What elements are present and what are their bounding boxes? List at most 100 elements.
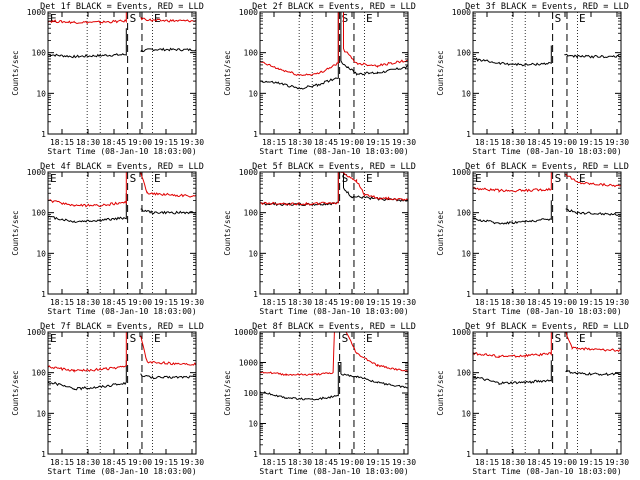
marker-label: S — [130, 12, 137, 25]
x-tick-label: 18:30 — [76, 298, 100, 307]
y-tick-label: 10000 — [234, 328, 258, 337]
x-tick-label: 18:30 — [501, 458, 525, 467]
series-group — [260, 172, 408, 207]
y-tick-label: 1000 — [239, 359, 258, 368]
marker-label: S — [342, 12, 349, 25]
series-line-lld — [473, 172, 621, 193]
x-tick-label: 19:00 — [553, 138, 577, 147]
y-axis-label: Counts/sec — [436, 370, 445, 415]
plot-frame — [259, 11, 409, 135]
x-tick-label: 19:15 — [154, 138, 178, 147]
y-tick-label: 100 — [244, 209, 259, 218]
panel-title: Det 9f BLACK = Events, RED = LLD — [465, 322, 629, 332]
x-tick-label: 19:15 — [366, 138, 390, 147]
plot-frame — [47, 331, 197, 455]
marker-label: E — [154, 12, 161, 25]
series-group — [473, 332, 621, 386]
x-tick-label: 19:30 — [180, 458, 204, 467]
marker-label: E — [579, 12, 586, 25]
y-tick-label: 1000 — [27, 168, 46, 177]
x-tick-label: 18:15 — [475, 458, 499, 467]
y-tick-label: 1 — [253, 290, 258, 299]
y-tick-label: 1000 — [27, 8, 46, 17]
y-tick-label: 1 — [253, 130, 258, 139]
marker-label: E — [579, 172, 586, 185]
marker-label: S — [555, 12, 562, 25]
x-axis-label: Start Time (08-Jan-10 18:03:00) — [259, 147, 408, 156]
x-tick-label: 18:45 — [102, 138, 126, 147]
x-tick-label: 19:15 — [154, 458, 178, 467]
y-tick-label: 10 — [461, 409, 471, 418]
y-tick-label: 1 — [253, 450, 258, 459]
series-line-events — [473, 200, 621, 225]
panel-title: Det 3f BLACK = Events, RED = LLD — [465, 2, 629, 12]
series-group — [473, 45, 621, 67]
y-axis-label: Counts/sec — [223, 210, 232, 255]
x-tick-label: 18:45 — [527, 298, 551, 307]
x-tick-label: 18:30 — [76, 458, 100, 467]
y-axis-label: Counts/sec — [436, 50, 445, 95]
y-tick-label: 1 — [466, 130, 471, 139]
marker-label: S — [555, 332, 562, 345]
series-group — [260, 332, 408, 401]
x-tick-label: 18:45 — [527, 138, 551, 147]
panel-title: Det 7f BLACK = Events, RED = LLD — [40, 322, 204, 332]
x-tick-label: 19:30 — [605, 298, 629, 307]
x-tick-label: 19:15 — [366, 458, 390, 467]
y-tick-label: 1 — [41, 290, 46, 299]
x-tick-label: 19:30 — [392, 298, 416, 307]
x-tick-label: 18:45 — [314, 138, 338, 147]
x-tick-label: 18:15 — [475, 298, 499, 307]
y-axis-label: Counts/sec — [11, 370, 20, 415]
x-tick-label: 19:15 — [366, 298, 390, 307]
x-tick-label: 19:15 — [154, 298, 178, 307]
y-tick-label: 10 — [248, 420, 258, 429]
y-tick-label: 1000 — [452, 168, 471, 177]
x-tick-label: 19:00 — [340, 138, 364, 147]
y-tick-label: 10 — [36, 89, 46, 98]
y-tick-label: 10 — [461, 249, 471, 258]
x-tick-label: 19:15 — [579, 298, 603, 307]
y-tick-label: 100 — [457, 49, 472, 58]
x-tick-label: 18:30 — [501, 298, 525, 307]
y-axis-label: Counts/sec — [436, 210, 445, 255]
x-tick-label: 18:30 — [288, 138, 312, 147]
x-tick-label: 19:30 — [392, 458, 416, 467]
x-tick-label: 18:30 — [501, 138, 525, 147]
series-line-events — [260, 362, 408, 401]
y-tick-label: 100 — [457, 209, 472, 218]
x-axis-label: Start Time (08-Jan-10 18:03:00) — [259, 307, 408, 316]
x-tick-label: 19:00 — [128, 458, 152, 467]
x-axis-label: Start Time (08-Jan-10 18:03:00) — [472, 147, 621, 156]
x-tick-label: 19:15 — [579, 458, 603, 467]
y-tick-label: 1000 — [239, 8, 258, 17]
series-line-events — [48, 360, 196, 391]
x-tick-label: 18:15 — [262, 458, 286, 467]
x-tick-label: 19:00 — [128, 298, 152, 307]
marker-label: E — [366, 172, 373, 185]
marker-label: E — [50, 332, 57, 345]
x-tick-label: 18:45 — [527, 458, 551, 467]
x-tick-label: 18:15 — [475, 138, 499, 147]
plot-frame — [472, 331, 622, 455]
marker-label: E — [366, 12, 373, 25]
plot-frame — [259, 171, 409, 295]
marker-label: S — [130, 172, 137, 185]
series-line-lld — [473, 332, 621, 359]
y-tick-label: 10 — [36, 409, 46, 418]
x-tick-label: 19:30 — [605, 138, 629, 147]
series-line-lld — [260, 12, 408, 77]
x-tick-label: 18:45 — [314, 458, 338, 467]
y-axis-label: Counts/sec — [11, 210, 20, 255]
y-tick-label: 100 — [457, 369, 472, 378]
series-line-events — [48, 193, 196, 224]
panel-title: Det 1f BLACK = Events, RED = LLD — [40, 2, 204, 12]
x-axis-label: Start Time (08-Jan-10 18:03:00) — [259, 467, 408, 476]
